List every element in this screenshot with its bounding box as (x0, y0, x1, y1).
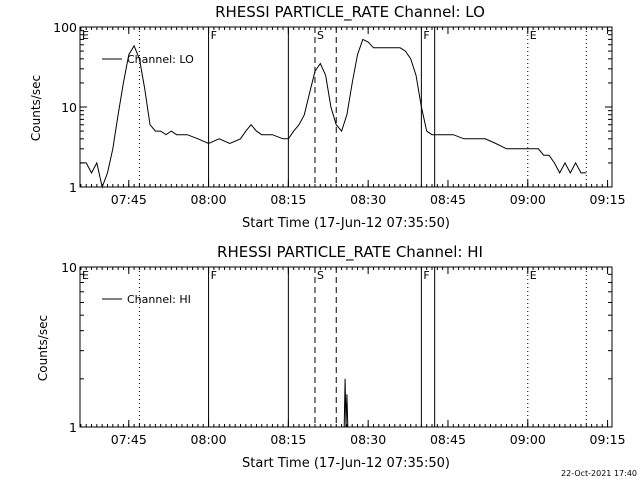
hi-series-line (343, 378, 349, 428)
lo-x-tick-label: 09:15 (590, 192, 626, 207)
lo-chart-title: RHESSI PARTICLE_RATE Channel: LO (215, 3, 485, 22)
hi-legend: Channel: HI (102, 293, 191, 306)
lo-marker-label: E (82, 29, 89, 42)
hi-marker-label: F (211, 269, 217, 282)
lo-y-axis-label: Counts/sec (29, 75, 43, 141)
lo-x-tick-label: 08:30 (350, 192, 386, 207)
lo-legend: Channel: LO (102, 53, 194, 66)
lo-plot-frame (79, 26, 613, 188)
hi-x-tick-label: 08:00 (191, 432, 227, 447)
lo-legend-label: Channel: LO (127, 53, 194, 66)
lo-channel-panel: RHESSI PARTICLE_RATE Channel: LO Counts/… (29, 3, 626, 231)
lo-y-tick-label: 10 (61, 100, 77, 115)
lo-marker-label: F (423, 29, 429, 42)
lo-x-tick-label: 07:45 (111, 192, 147, 207)
hi-x-axis-label: Start Time (17-Jun-12 07:35:50) (242, 456, 450, 471)
hi-x-tick-label: 08:30 (350, 432, 386, 447)
hi-y-axis-label: Counts/sec (36, 315, 50, 381)
lo-series-line (80, 38, 587, 189)
lo-x-tick-label: 08:15 (270, 192, 306, 207)
hi-x-tick-label: 08:45 (430, 432, 466, 447)
lo-y-tick-label: 1 (69, 180, 77, 195)
lo-marker-label: S (317, 29, 324, 42)
hi-x-tick-label: 09:15 (590, 432, 626, 447)
hi-marker-label: E (82, 269, 89, 282)
hi-marker-label: E (530, 269, 537, 282)
hi-x-tick-label: 09:00 (510, 432, 546, 447)
lo-x-tick-label: 08:45 (430, 192, 466, 207)
hi-chart-title: RHESSI PARTICLE_RATE Channel: HI (217, 243, 483, 262)
generation-timestamp: 22-Oct-2021 17:40 (561, 469, 637, 478)
hi-channel-panel: RHESSI PARTICLE_RATE Channel: HI Counts/… (36, 243, 626, 471)
lo-y-tick-label: 100 (53, 20, 77, 35)
hi-y-tick-label: 10 (61, 260, 77, 275)
hi-marker-label: F (423, 269, 429, 282)
lo-marker-label: F (211, 29, 217, 42)
lo-x-tick-label: 08:00 (191, 192, 227, 207)
hi-x-tick-label: 08:15 (270, 432, 306, 447)
hi-marker-label: S (317, 269, 324, 282)
lo-x-axis-label: Start Time (17-Jun-12 07:35:50) (242, 216, 450, 231)
hi-y-tick-label: 1 (69, 420, 77, 435)
hi-x-tick-label: 07:45 (111, 432, 147, 447)
lo-x-tick-label: 09:00 (510, 192, 546, 207)
hi-legend-label: Channel: HI (127, 293, 191, 306)
lo-marker-label: E (530, 29, 537, 42)
